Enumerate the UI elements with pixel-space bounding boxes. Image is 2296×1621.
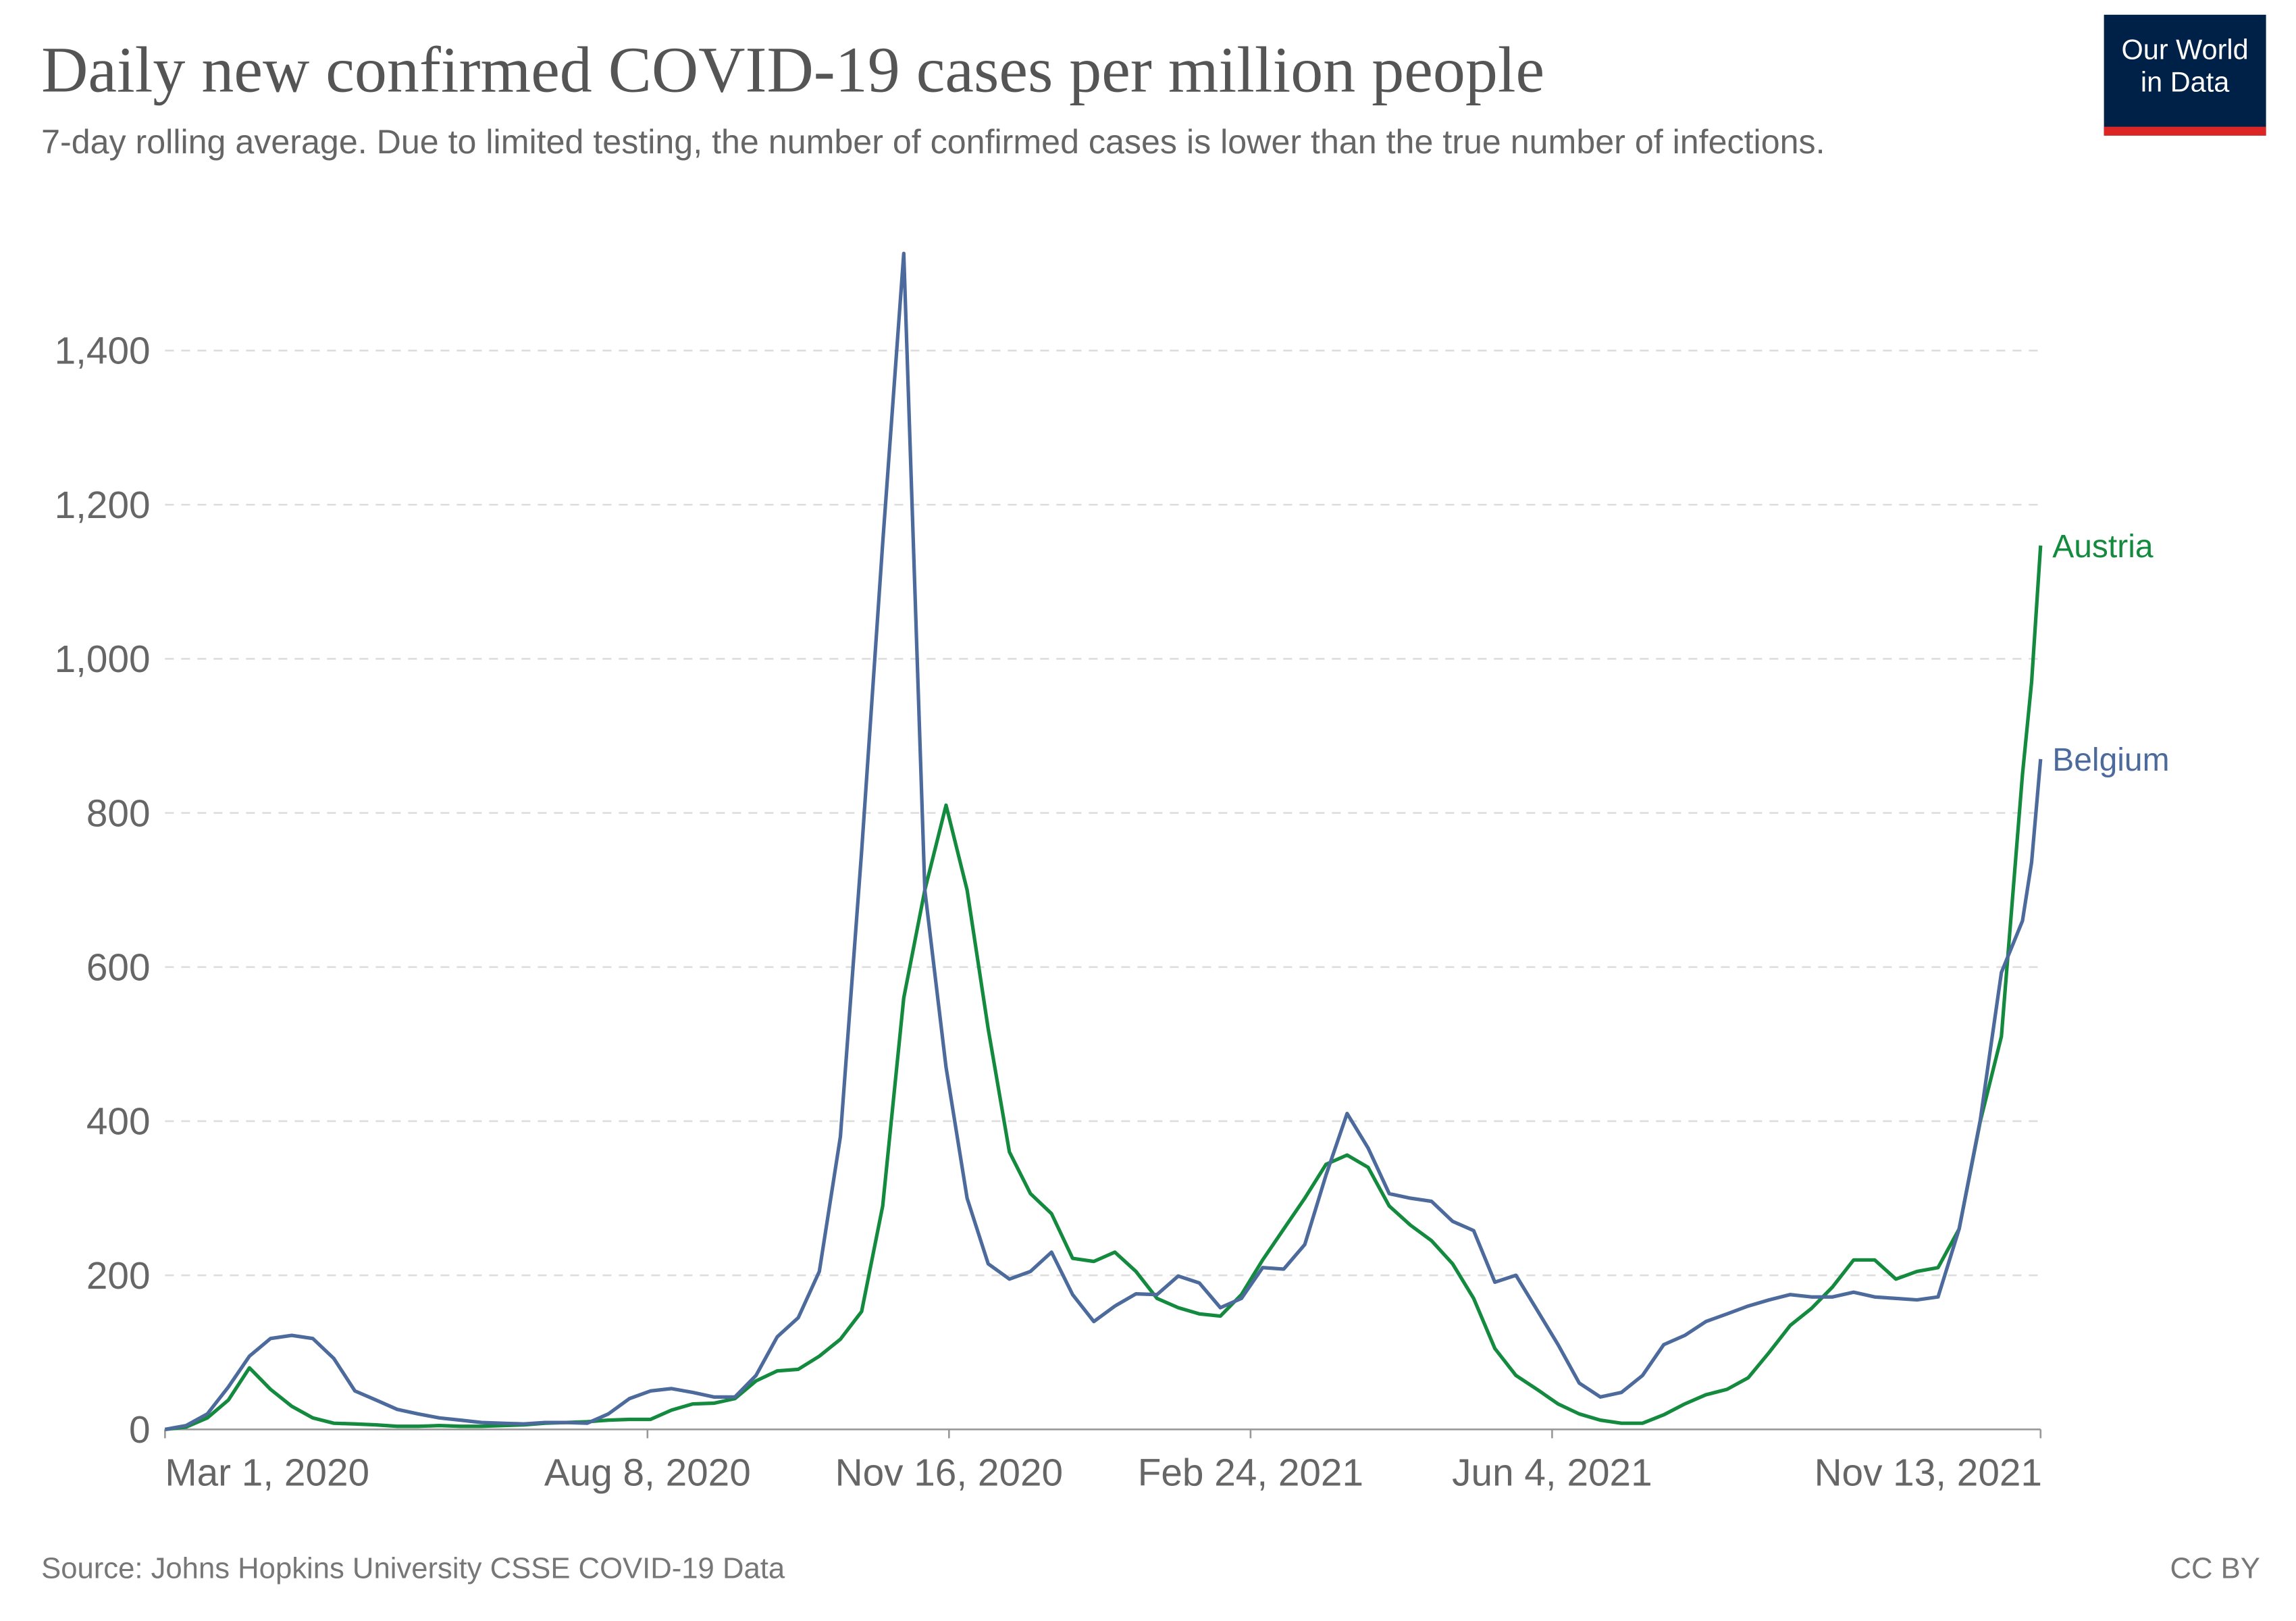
y-tick-label: 1,200 <box>55 484 151 527</box>
source: Source: Johns Hopkins University CSSE CO… <box>41 1553 785 1586</box>
logo[interactable]: Our World in Data <box>2104 14 2266 136</box>
legend-label: Belgium <box>2052 742 2169 778</box>
x-tick-label: Nov 13, 2021 <box>1815 1451 2042 1494</box>
chart-subtitle: 7-day rolling average. Due to limited te… <box>41 122 1825 161</box>
y-tick-label: 200 <box>86 1255 151 1297</box>
y-tick-label: 0 <box>129 1409 151 1451</box>
x-tick-label: Mar 1, 2020 <box>165 1451 369 1494</box>
series-line <box>165 545 2043 1431</box>
y-tick-label: 400 <box>86 1101 151 1143</box>
x-tick-label: Nov 16, 2020 <box>835 1451 1063 1494</box>
series-line <box>164 251 2043 1431</box>
y-tick-label: 1,400 <box>55 330 151 373</box>
x-tick-label: Aug 8, 2020 <box>544 1451 751 1494</box>
legend-label: Austria <box>2052 529 2154 565</box>
chart-title: Daily new confirmed COVID-19 cases per m… <box>41 34 1545 107</box>
y-tick-label: 800 <box>86 792 151 835</box>
x-tick-label: Feb 24, 2021 <box>1138 1451 1363 1494</box>
logo-text: Our World in Data <box>2121 35 2249 99</box>
x-tick-label: Jun 4, 2021 <box>1452 1451 1652 1494</box>
license: CC BY <box>2170 1553 2260 1586</box>
y-tick-label: 1,000 <box>55 638 151 681</box>
y-tick-label: 600 <box>86 946 151 989</box>
